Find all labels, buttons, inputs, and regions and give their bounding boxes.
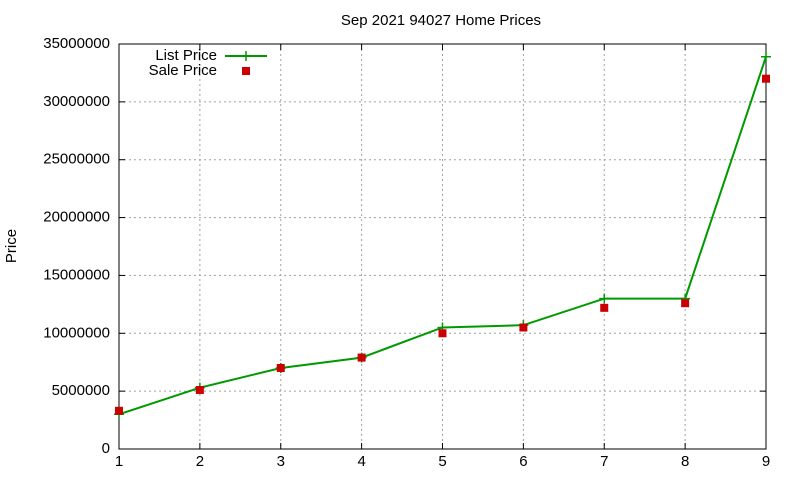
x-tick-label: 1 <box>115 453 123 470</box>
plot-frame <box>118 43 767 450</box>
data-point <box>438 329 447 338</box>
y-tick-label: 30000000 <box>43 93 110 110</box>
y-tick-label: 35000000 <box>43 35 110 52</box>
data-point <box>681 299 690 308</box>
x-tick-label: 7 <box>600 453 608 470</box>
chart-title: Sep 2021 94027 Home Prices <box>341 12 541 29</box>
data-point <box>761 51 771 62</box>
x-tick-label: 2 <box>196 453 204 470</box>
data-point <box>115 406 123 415</box>
legend-marker <box>241 51 251 61</box>
data-point <box>762 74 770 83</box>
x-tick-label: 6 <box>519 453 527 470</box>
data-point <box>357 353 366 362</box>
data-point <box>276 364 285 372</box>
data-point <box>599 293 610 304</box>
y-tick-label: 5000000 <box>52 382 110 399</box>
y-tick-label: 15000000 <box>43 266 110 283</box>
legend-label: List Price <box>155 47 217 64</box>
y-tick-label: 20000000 <box>43 209 110 226</box>
x-tick-label: 9 <box>762 453 770 470</box>
x-tick-label: 5 <box>438 453 446 470</box>
data-point <box>600 303 609 312</box>
y-tick-label: 0 <box>102 440 110 457</box>
x-tick-label: 4 <box>357 453 365 470</box>
data-point <box>195 385 204 394</box>
legend-marker <box>242 67 250 75</box>
x-tick-label: 3 <box>277 453 285 470</box>
y-axis-label: Price <box>3 229 20 263</box>
x-tick-label: 8 <box>681 453 689 470</box>
legend-label: Sale Price <box>149 62 217 79</box>
y-tick-label: 25000000 <box>43 151 110 168</box>
data-point <box>519 323 528 332</box>
y-tick-label: 10000000 <box>43 324 110 341</box>
